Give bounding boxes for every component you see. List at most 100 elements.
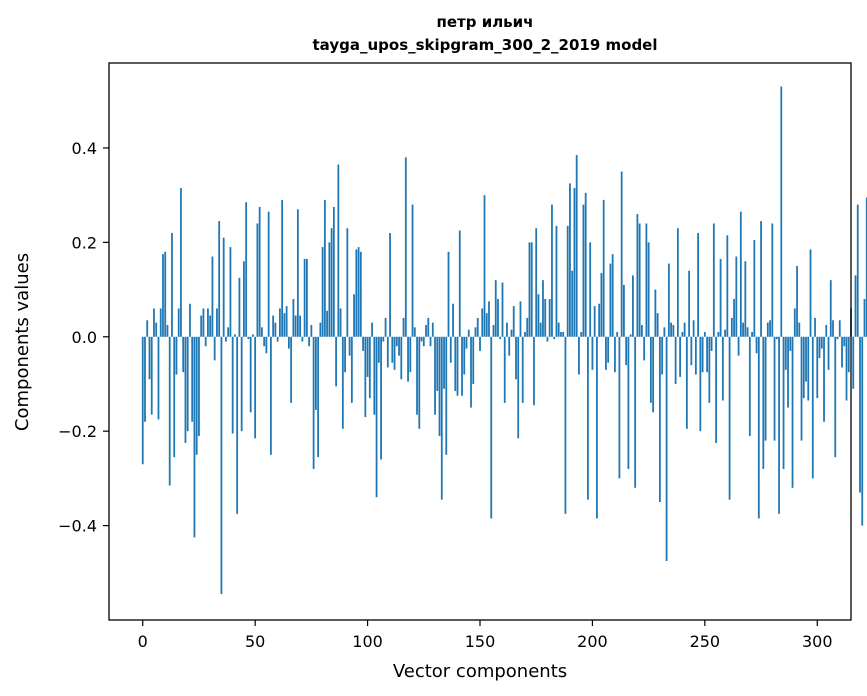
bar	[470, 336, 472, 408]
bar	[252, 334, 254, 337]
bar	[623, 284, 625, 337]
bar	[472, 336, 475, 384]
bar	[222, 237, 225, 337]
bar	[690, 336, 693, 366]
bar	[434, 336, 436, 415]
bar	[301, 336, 304, 342]
bar	[825, 324, 828, 337]
bar	[195, 336, 198, 455]
bar	[463, 336, 466, 375]
bar	[733, 299, 735, 337]
bar	[213, 336, 216, 361]
bar	[308, 336, 311, 347]
bar	[227, 327, 230, 337]
bar	[843, 336, 846, 347]
bar	[274, 322, 277, 337]
bar	[427, 317, 430, 337]
bar	[425, 324, 427, 337]
bar	[778, 336, 780, 514]
bar	[294, 315, 297, 337]
bar	[413, 327, 416, 337]
bar	[184, 336, 187, 443]
bar	[341, 336, 344, 429]
bar	[721, 336, 724, 401]
bar	[820, 336, 823, 349]
bar	[501, 282, 504, 337]
bar	[832, 320, 834, 337]
bar	[166, 324, 169, 337]
bar	[521, 336, 524, 403]
bar	[346, 228, 349, 337]
bar	[200, 315, 203, 337]
bar	[728, 336, 731, 500]
bars-group	[141, 86, 867, 595]
bar	[863, 299, 866, 337]
bar	[647, 242, 650, 337]
bar	[706, 336, 708, 373]
bar	[267, 211, 270, 337]
y-tick-label: 0.2	[72, 233, 97, 252]
bar	[371, 322, 373, 337]
x-tick-label: 150	[465, 632, 496, 651]
bar	[562, 332, 565, 337]
bar	[389, 232, 391, 337]
bar	[694, 336, 697, 375]
bar	[827, 336, 830, 370]
bar	[625, 336, 628, 366]
bar	[697, 232, 699, 337]
bar	[807, 336, 810, 401]
bar	[265, 336, 268, 354]
bar	[861, 336, 864, 526]
bar	[564, 336, 567, 514]
bar	[676, 228, 679, 337]
y-axis-label: Components values	[12, 253, 33, 431]
y-tick-label: −0.2	[58, 422, 97, 441]
bar	[811, 336, 814, 479]
bar	[209, 315, 212, 337]
bar	[485, 313, 488, 337]
bar	[598, 303, 601, 337]
bar	[587, 336, 589, 500]
bar	[328, 242, 331, 337]
bar	[544, 299, 547, 337]
bar	[191, 336, 194, 422]
bar	[712, 223, 715, 337]
bar	[353, 294, 355, 337]
bar	[744, 261, 747, 337]
bar	[488, 301, 490, 337]
x-tick-label: 50	[245, 632, 265, 651]
bar	[236, 336, 239, 514]
bar	[418, 336, 421, 429]
bar	[164, 251, 167, 337]
bar	[530, 242, 533, 337]
bar	[634, 336, 637, 488]
bar	[243, 261, 245, 337]
bar	[737, 336, 740, 356]
bar	[652, 336, 655, 413]
bar	[618, 336, 621, 479]
bar	[245, 202, 248, 337]
bar	[474, 327, 477, 337]
bar	[542, 280, 544, 337]
bar	[429, 336, 432, 347]
bar	[422, 336, 425, 347]
bar	[809, 249, 812, 337]
bar	[517, 336, 520, 439]
bar	[841, 336, 843, 368]
bar	[263, 336, 266, 347]
bar	[148, 336, 151, 380]
bar	[447, 251, 450, 337]
bar	[216, 308, 218, 337]
bar	[254, 336, 257, 439]
bar	[593, 306, 596, 337]
bar	[757, 336, 760, 519]
bar	[578, 336, 580, 375]
bar	[674, 336, 677, 384]
bar	[323, 199, 326, 337]
bar	[218, 221, 221, 337]
bar	[269, 336, 272, 455]
bar	[454, 336, 457, 392]
x-tick-label: 100	[352, 632, 383, 651]
bar	[144, 336, 146, 422]
